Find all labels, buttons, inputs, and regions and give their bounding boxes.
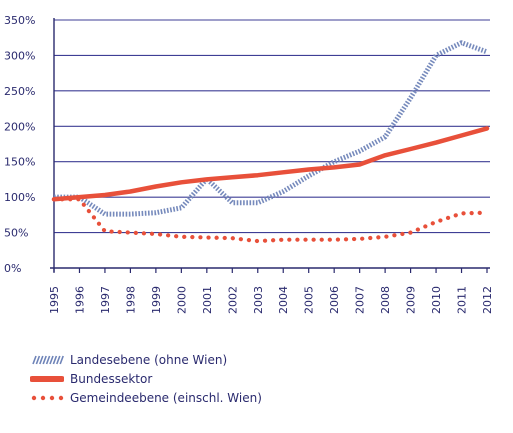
y-tick-label: 300%	[4, 49, 35, 62]
y-tick-label: 0%	[4, 262, 21, 275]
x-tick-label: 1997	[99, 286, 112, 314]
x-tick-label: 2011	[456, 286, 469, 314]
legend-label-bundessektor: Bundessektor	[70, 371, 153, 386]
y-tick-label: 250%	[4, 85, 35, 98]
hatch-stroke	[32, 355, 37, 364]
series-line-bundessektor	[51, 126, 490, 202]
x-tick-label: 2005	[303, 286, 316, 314]
hatch-stroke	[49, 355, 54, 364]
hatch-stroke	[52, 355, 58, 364]
hatch-stroke	[39, 355, 44, 364]
legend-item-landesebene: Landesebene (ohne Wien)	[30, 350, 262, 369]
legend-swatch-dotted	[31, 395, 64, 400]
x-tick-label: 2008	[379, 286, 392, 314]
hatch-stroke	[45, 355, 51, 364]
x-tick-label: 1999	[150, 286, 163, 314]
x-tick-label: 2003	[252, 286, 265, 314]
legend-swatch-solid	[30, 375, 64, 382]
y-tick-label: 150%	[4, 156, 35, 169]
x-tick-label: 1996	[73, 286, 86, 314]
series-lines	[51, 40, 490, 244]
x-tick-label: 2004	[277, 286, 290, 314]
x-tick-label: 1995	[48, 286, 61, 314]
x-tick-label: 2000	[175, 286, 188, 314]
y-tick-label: 350%	[4, 14, 35, 27]
x-tick-label: 2001	[201, 286, 214, 314]
legend-item-bundessektor: Bundessektor	[30, 369, 262, 388]
legend-label-landesebene: Landesebene (ohne Wien)	[70, 352, 228, 367]
hatch-stroke	[59, 355, 64, 364]
legend-item-gemeindeebene: Gemeindeebene (einschl. Wien)	[30, 388, 262, 407]
legend: Landesebene (ohne Wien) Bundessektor Gem…	[30, 350, 262, 407]
legend-swatch-hatched	[32, 355, 64, 364]
series-line-gemeindeebene	[51, 197, 490, 244]
y-tick-label: 50%	[4, 227, 28, 240]
x-tick-label: 2006	[328, 286, 341, 314]
series-line-landesebene	[54, 40, 488, 217]
x-tick-label: 2002	[226, 286, 239, 314]
tick-labels: 0% 50% 100% 150% 200% 250% 300% 350% 1995 1996 199…	[4, 14, 494, 314]
axes	[50, 18, 490, 273]
x-tick-label: 2007	[354, 286, 367, 314]
gridlines	[54, 19, 490, 234]
x-tick-label: 1998	[124, 286, 137, 314]
hatch-stroke	[56, 355, 61, 364]
hatch-stroke	[35, 355, 41, 364]
hatch-stroke	[42, 355, 47, 364]
x-tick-label: 2010	[430, 286, 443, 314]
y-tick-label: 100%	[4, 191, 35, 204]
y-tick-label: 200%	[4, 120, 35, 133]
x-tick-label: 2012	[481, 286, 494, 314]
x-tick-label: 2009	[405, 286, 418, 314]
legend-label-gemeindeebene: Gemeindeebene (einschl. Wien)	[70, 390, 262, 405]
